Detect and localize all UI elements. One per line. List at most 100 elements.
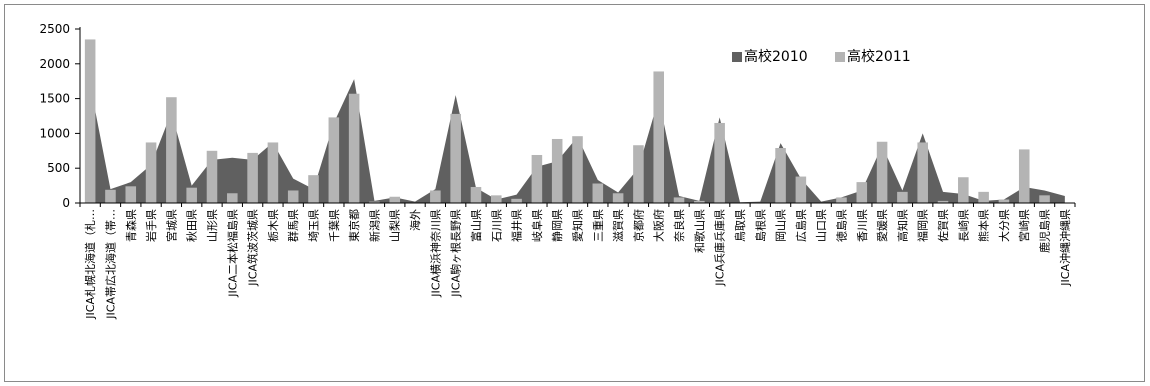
x-category-label: 岩手県 bbox=[144, 209, 158, 242]
x-category-label: 徳島県 bbox=[834, 209, 848, 242]
y-tick-label: 1500 bbox=[39, 92, 70, 106]
bar-2011 bbox=[186, 187, 197, 203]
bar-2011 bbox=[876, 141, 888, 203]
bar-2011 bbox=[84, 39, 96, 203]
bar-2011 bbox=[287, 190, 299, 203]
bar-2011 bbox=[145, 142, 157, 203]
bar-2011 bbox=[653, 71, 664, 204]
x-category-label: 奈良県 bbox=[672, 209, 686, 242]
x-category-label: 佐賀県 bbox=[936, 209, 950, 242]
legend-label: 高校2010 bbox=[744, 48, 808, 65]
x-category-label: 三重県 bbox=[591, 209, 605, 242]
bar-2011 bbox=[247, 152, 258, 203]
y-tick-label: 500 bbox=[47, 161, 70, 175]
plot-area bbox=[84, 39, 1065, 204]
x-category-label: 岐阜県 bbox=[531, 209, 544, 242]
x-category-label: 島根県 bbox=[753, 209, 767, 242]
legend-swatch bbox=[835, 52, 845, 62]
bar-2011 bbox=[531, 154, 543, 203]
bar-2011 bbox=[937, 200, 949, 203]
x-category-label: 東京都 bbox=[347, 209, 361, 242]
bar-2011 bbox=[978, 191, 989, 203]
x-category-label: 愛知県 bbox=[571, 209, 585, 242]
x-category-label: 海外 bbox=[408, 209, 422, 231]
bar-2011 bbox=[125, 186, 137, 203]
y-axis: 0 500 1000 1500 2000 2500 bbox=[39, 22, 81, 210]
x-category-label: 山梨県 bbox=[388, 209, 402, 242]
x-category-label: 秋田県 bbox=[185, 209, 199, 242]
bar-2011 bbox=[491, 195, 502, 203]
bar-2011 bbox=[836, 197, 847, 203]
x-category-label: 香川県 bbox=[856, 209, 869, 242]
bar-2011 bbox=[795, 176, 807, 203]
x-category-label: 岡山県 bbox=[775, 209, 788, 242]
bar-2011 bbox=[775, 148, 786, 203]
bar-2011 bbox=[389, 196, 401, 203]
x-category-label: JICA筑波茨城県 bbox=[246, 209, 260, 287]
x-category-label: 富山県 bbox=[469, 209, 483, 242]
x-category-label: JICA二本松福島県 bbox=[225, 209, 239, 298]
x-category-label: 広島県 bbox=[794, 209, 808, 242]
x-category-label: JICA沖縄沖縄県 bbox=[1058, 209, 1072, 287]
x-category-label: 栃木県 bbox=[266, 209, 280, 242]
bar-2011 bbox=[206, 150, 218, 203]
x-category-label: 福井県 bbox=[510, 209, 524, 242]
bar-2011 bbox=[897, 191, 908, 203]
chart-canvas: 0 500 1000 1500 2000 2500 JICA札幌北海道（札… JICA帯広北… bbox=[39, 22, 1076, 320]
bar-2011 bbox=[511, 198, 522, 203]
x-category-label: 群馬県 bbox=[286, 209, 300, 242]
bar-2011 bbox=[1039, 195, 1050, 203]
x-category-label: 京都府 bbox=[631, 209, 645, 242]
x-category-label: 熊本県 bbox=[977, 209, 991, 242]
x-category-label: 宮城県 bbox=[164, 209, 178, 242]
legend: 高校2010 高校2011 bbox=[732, 48, 911, 65]
bar-2011 bbox=[572, 136, 583, 203]
bar-2011 bbox=[998, 199, 1010, 203]
legend-swatch bbox=[732, 52, 742, 62]
x-category-label: 石川県 bbox=[490, 209, 503, 242]
bar-2011 bbox=[592, 183, 604, 203]
x-category-label: 新潟県 bbox=[367, 209, 381, 242]
x-category-label: 愛媛県 bbox=[875, 209, 889, 242]
x-category-label: 青森県 bbox=[124, 209, 138, 242]
x-category-label: JICA帯広北海道（帯… bbox=[103, 209, 117, 320]
x-category-label: JICA横浜神奈川県 bbox=[428, 209, 442, 298]
x-category-label: 静岡県 bbox=[550, 209, 564, 242]
x-category-label: 千葉県 bbox=[327, 209, 341, 242]
x-category-label: 長崎県 bbox=[956, 209, 970, 242]
x-category-label: 山形県 bbox=[206, 209, 219, 242]
chart-frame: 0 500 1000 1500 2000 2500 JICA札幌北海道（札… JICA帯広北… bbox=[4, 4, 1145, 382]
bar-2011 bbox=[958, 177, 969, 203]
x-category-label: 滋賀県 bbox=[612, 209, 625, 242]
bar-2011 bbox=[470, 186, 482, 203]
x-category-label: 大分県 bbox=[997, 209, 1011, 242]
bar-2011 bbox=[348, 93, 360, 203]
x-category-label: 福岡県 bbox=[916, 209, 930, 242]
y-tick-label: 0 bbox=[62, 196, 70, 210]
x-category-label: 埼玉県 bbox=[307, 209, 321, 242]
legend-label: 高校2011 bbox=[847, 48, 911, 65]
bar-2011 bbox=[227, 193, 238, 203]
x-category-label: 山口県 bbox=[815, 209, 828, 242]
bar-2011 bbox=[166, 97, 177, 203]
bar-2011 bbox=[267, 142, 279, 203]
x-category-label: JICA駒ヶ根長野県 bbox=[449, 209, 463, 298]
x-category-label: JICA札幌北海道（札… bbox=[83, 209, 97, 320]
y-tick-label: 2000 bbox=[39, 57, 70, 71]
x-category-label: 鹿児島県 bbox=[1038, 209, 1052, 253]
y-tick-label: 2500 bbox=[39, 22, 70, 36]
x-axis: JICA札幌北海道（札… JICA帯広北海道（帯… 青森県 岩手県 宮城県 秋田県 山形県 J… bbox=[79, 202, 1076, 320]
x-category-label: 高知県 bbox=[895, 209, 909, 242]
bar-2011 bbox=[612, 193, 624, 203]
x-category-label: 宮崎県 bbox=[1017, 209, 1031, 242]
bar-2011 bbox=[714, 122, 725, 203]
x-category-label: JICA兵庫兵庫県 bbox=[713, 209, 727, 287]
y-tick-label: 1000 bbox=[39, 126, 70, 140]
bar-2011 bbox=[551, 138, 563, 203]
bar-2011 bbox=[633, 145, 644, 203]
x-category-label: 鳥取県 bbox=[733, 209, 747, 242]
bar-2011 bbox=[328, 117, 340, 203]
bar-2011 bbox=[369, 201, 380, 203]
x-category-label: 大阪府 bbox=[652, 209, 666, 242]
x-category-label: 和歌山県 bbox=[692, 209, 706, 253]
